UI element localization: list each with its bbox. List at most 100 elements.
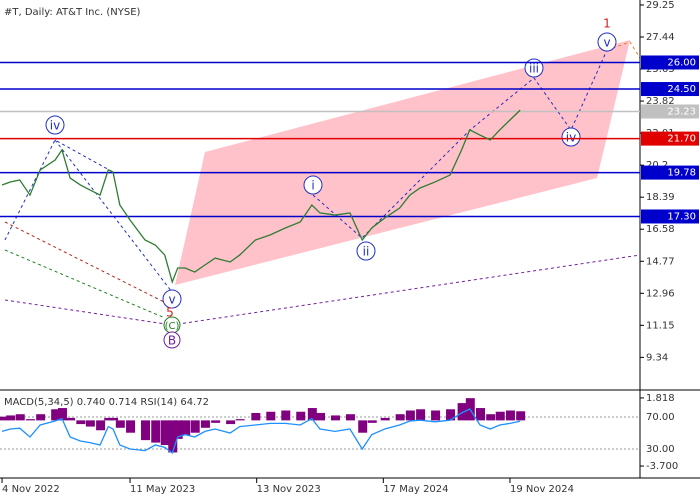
- macd-bar: [15, 414, 25, 421]
- wave-circle: [162, 289, 182, 309]
- macd-bar: [85, 420, 95, 427]
- macd-bar: [235, 419, 245, 421]
- macd-bar: [486, 414, 496, 421]
- macd-bar: [160, 420, 170, 446]
- macd-bar: [226, 420, 236, 425]
- macd-bar: [446, 409, 456, 421]
- y2-tick-label: 70.00: [646, 412, 675, 423]
- wave-circles: [45, 32, 617, 349]
- y-tick-label: 16.58: [646, 224, 675, 235]
- macd-bar: [151, 420, 161, 443]
- wave-circle: [163, 331, 181, 349]
- macd-bar: [6, 415, 16, 421]
- y-tick-label: 27.44: [646, 32, 675, 43]
- macd-bar: [330, 415, 340, 421]
- macd-bar: [168, 420, 178, 453]
- macd-bar: [266, 411, 276, 421]
- macd-bar: [200, 420, 210, 428]
- macd-bar: [395, 414, 405, 421]
- y-tick-label: 25.63: [646, 64, 675, 75]
- macd-bar: [141, 420, 151, 441]
- y-tick-label: 9.34: [646, 352, 668, 363]
- wave-circle: [561, 127, 581, 147]
- macd-bar: [104, 417, 114, 421]
- wave-line: [4, 249, 166, 319]
- y-tick-label: 12.96: [646, 288, 675, 299]
- wave-label: v: [603, 36, 610, 50]
- wave-line: [4, 221, 171, 306]
- y-tick-label: 18.39: [646, 192, 675, 203]
- wave-circle: [45, 115, 65, 135]
- y-tick-label: 23.82: [646, 96, 675, 107]
- y-tick-label: 29.25: [646, 0, 675, 11]
- macd-bar: [281, 410, 291, 421]
- macd-bar: [25, 419, 35, 421]
- y-tick-label: -3.700: [646, 461, 678, 472]
- x-tick-label: 13 Nov 2023: [257, 484, 321, 495]
- wave-line: [312, 49, 608, 239]
- wave-label: iii: [529, 62, 539, 76]
- level-label: 24.50: [667, 84, 696, 95]
- level-box: [641, 131, 699, 146]
- macd-bar: [51, 409, 61, 421]
- macd-bar: [457, 403, 467, 421]
- level-box: [641, 104, 699, 119]
- y-tick-label: 11.15: [646, 320, 675, 331]
- macd-bar: [505, 410, 515, 421]
- forecast-channel: [175, 40, 630, 285]
- level-box: [641, 82, 699, 97]
- x-tick-label: 11 May 2023: [130, 484, 195, 495]
- wave-circle: [303, 175, 323, 195]
- wave-label: ii: [363, 245, 370, 259]
- macd-bar: [358, 420, 368, 433]
- wave-label: v: [168, 293, 175, 307]
- y-tick-label: 14.77: [646, 256, 675, 267]
- level-label: 26.00: [667, 57, 696, 68]
- wave-label: B: [168, 334, 176, 348]
- wave-label: iv: [50, 119, 60, 133]
- level-label: 19.78: [667, 168, 696, 179]
- level-label: 17.30: [667, 211, 696, 222]
- macd-bar: [76, 420, 86, 425]
- wave-label: i: [311, 179, 314, 193]
- wave-label: (C): [165, 321, 180, 332]
- level-label: 23.23: [667, 107, 696, 118]
- wave-circle: [356, 241, 376, 261]
- macd-bar: [115, 420, 125, 428]
- wave-line: [4, 139, 114, 241]
- macd-bar: [57, 408, 67, 421]
- x-tick-label: 17 May 2024: [383, 484, 448, 495]
- macd-bar: [211, 420, 221, 423]
- macd-bar: [181, 420, 191, 436]
- macd-bar: [316, 412, 325, 421]
- macd-bar: [173, 420, 183, 439]
- macd-bar: [96, 420, 106, 431]
- macd-bar: [296, 411, 306, 421]
- macd-bar: [416, 409, 426, 421]
- macd-bar: [405, 410, 415, 421]
- macd-bar: [476, 408, 485, 421]
- wave-circle: [524, 58, 544, 78]
- level-box: [641, 165, 699, 180]
- macd-bar: [36, 414, 46, 421]
- y2-tick-label: 30.00: [646, 444, 675, 455]
- level-box: [641, 209, 699, 224]
- macd-bar: [190, 420, 200, 433]
- indicator-title: MACD(5,34,5) 0.740 0.714 RSI(14) 64.72: [4, 397, 209, 408]
- wave-line: [54, 139, 173, 293]
- macd-bar: [0, 416, 8, 421]
- macd-bar: [251, 412, 261, 421]
- macd-bar: [109, 417, 119, 421]
- macd-bar: [431, 410, 441, 421]
- level-label: 21.70: [667, 134, 696, 145]
- macd-bar: [516, 411, 526, 421]
- x-tick-label: 19 Nov 2024: [510, 484, 574, 495]
- wave-label: iv: [566, 131, 576, 145]
- macd-bar: [367, 420, 377, 423]
- level-box: [641, 55, 699, 70]
- macd-bar: [495, 411, 505, 421]
- macd-bar: [380, 417, 390, 421]
- wave-circle: [597, 32, 617, 52]
- rsi-line: [1, 408, 521, 455]
